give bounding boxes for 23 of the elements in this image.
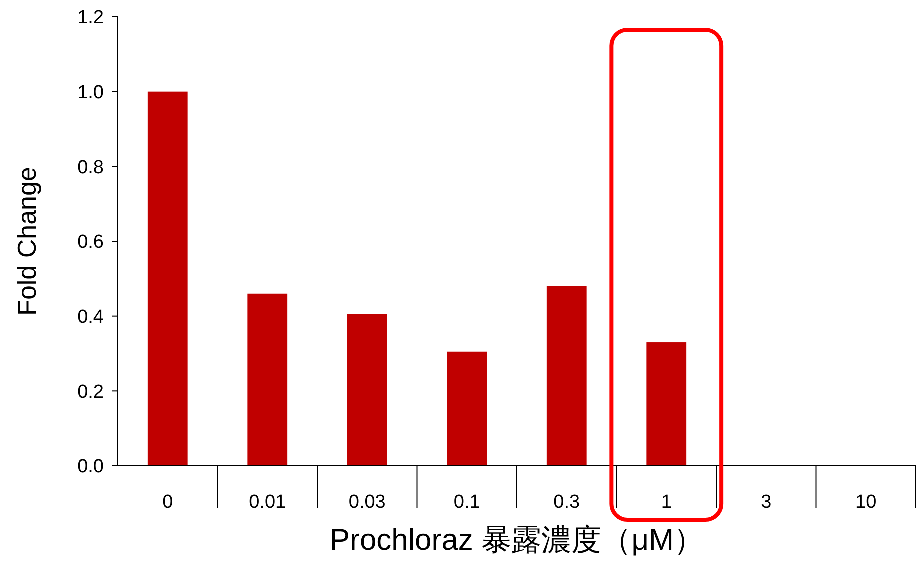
y-axis-title: Fold Change: [12, 167, 42, 316]
bar: [646, 342, 687, 466]
y-tick-label: 0.0: [78, 456, 104, 478]
x-tick-label: 1: [661, 492, 672, 513]
x-axis-title: Prochloraz 暴露濃度（μM）: [330, 524, 704, 557]
bar: [248, 294, 288, 466]
x-tick-label: 10: [856, 492, 877, 513]
x-tick-label: 0: [162, 492, 174, 513]
x-tick-label: 3: [761, 492, 772, 513]
x-tick-label: 0.1: [454, 492, 480, 513]
x-tick-label: 0.3: [554, 492, 580, 513]
y-tick-label: 0.8: [78, 157, 104, 178]
bar: [347, 314, 388, 466]
bar: [447, 352, 488, 466]
y-tick-label: 0.6: [78, 232, 104, 254]
y-tick-label: 1.2: [78, 8, 104, 29]
x-tick-label: 0.01: [249, 492, 286, 513]
y-tick-label: 0.4: [78, 306, 104, 328]
y-tick-label: 1.0: [78, 82, 104, 104]
bar: [546, 286, 587, 466]
y-tick-label: 0.2: [78, 382, 104, 403]
x-tick-label: 0.03: [348, 492, 386, 513]
bar: [148, 92, 188, 466]
